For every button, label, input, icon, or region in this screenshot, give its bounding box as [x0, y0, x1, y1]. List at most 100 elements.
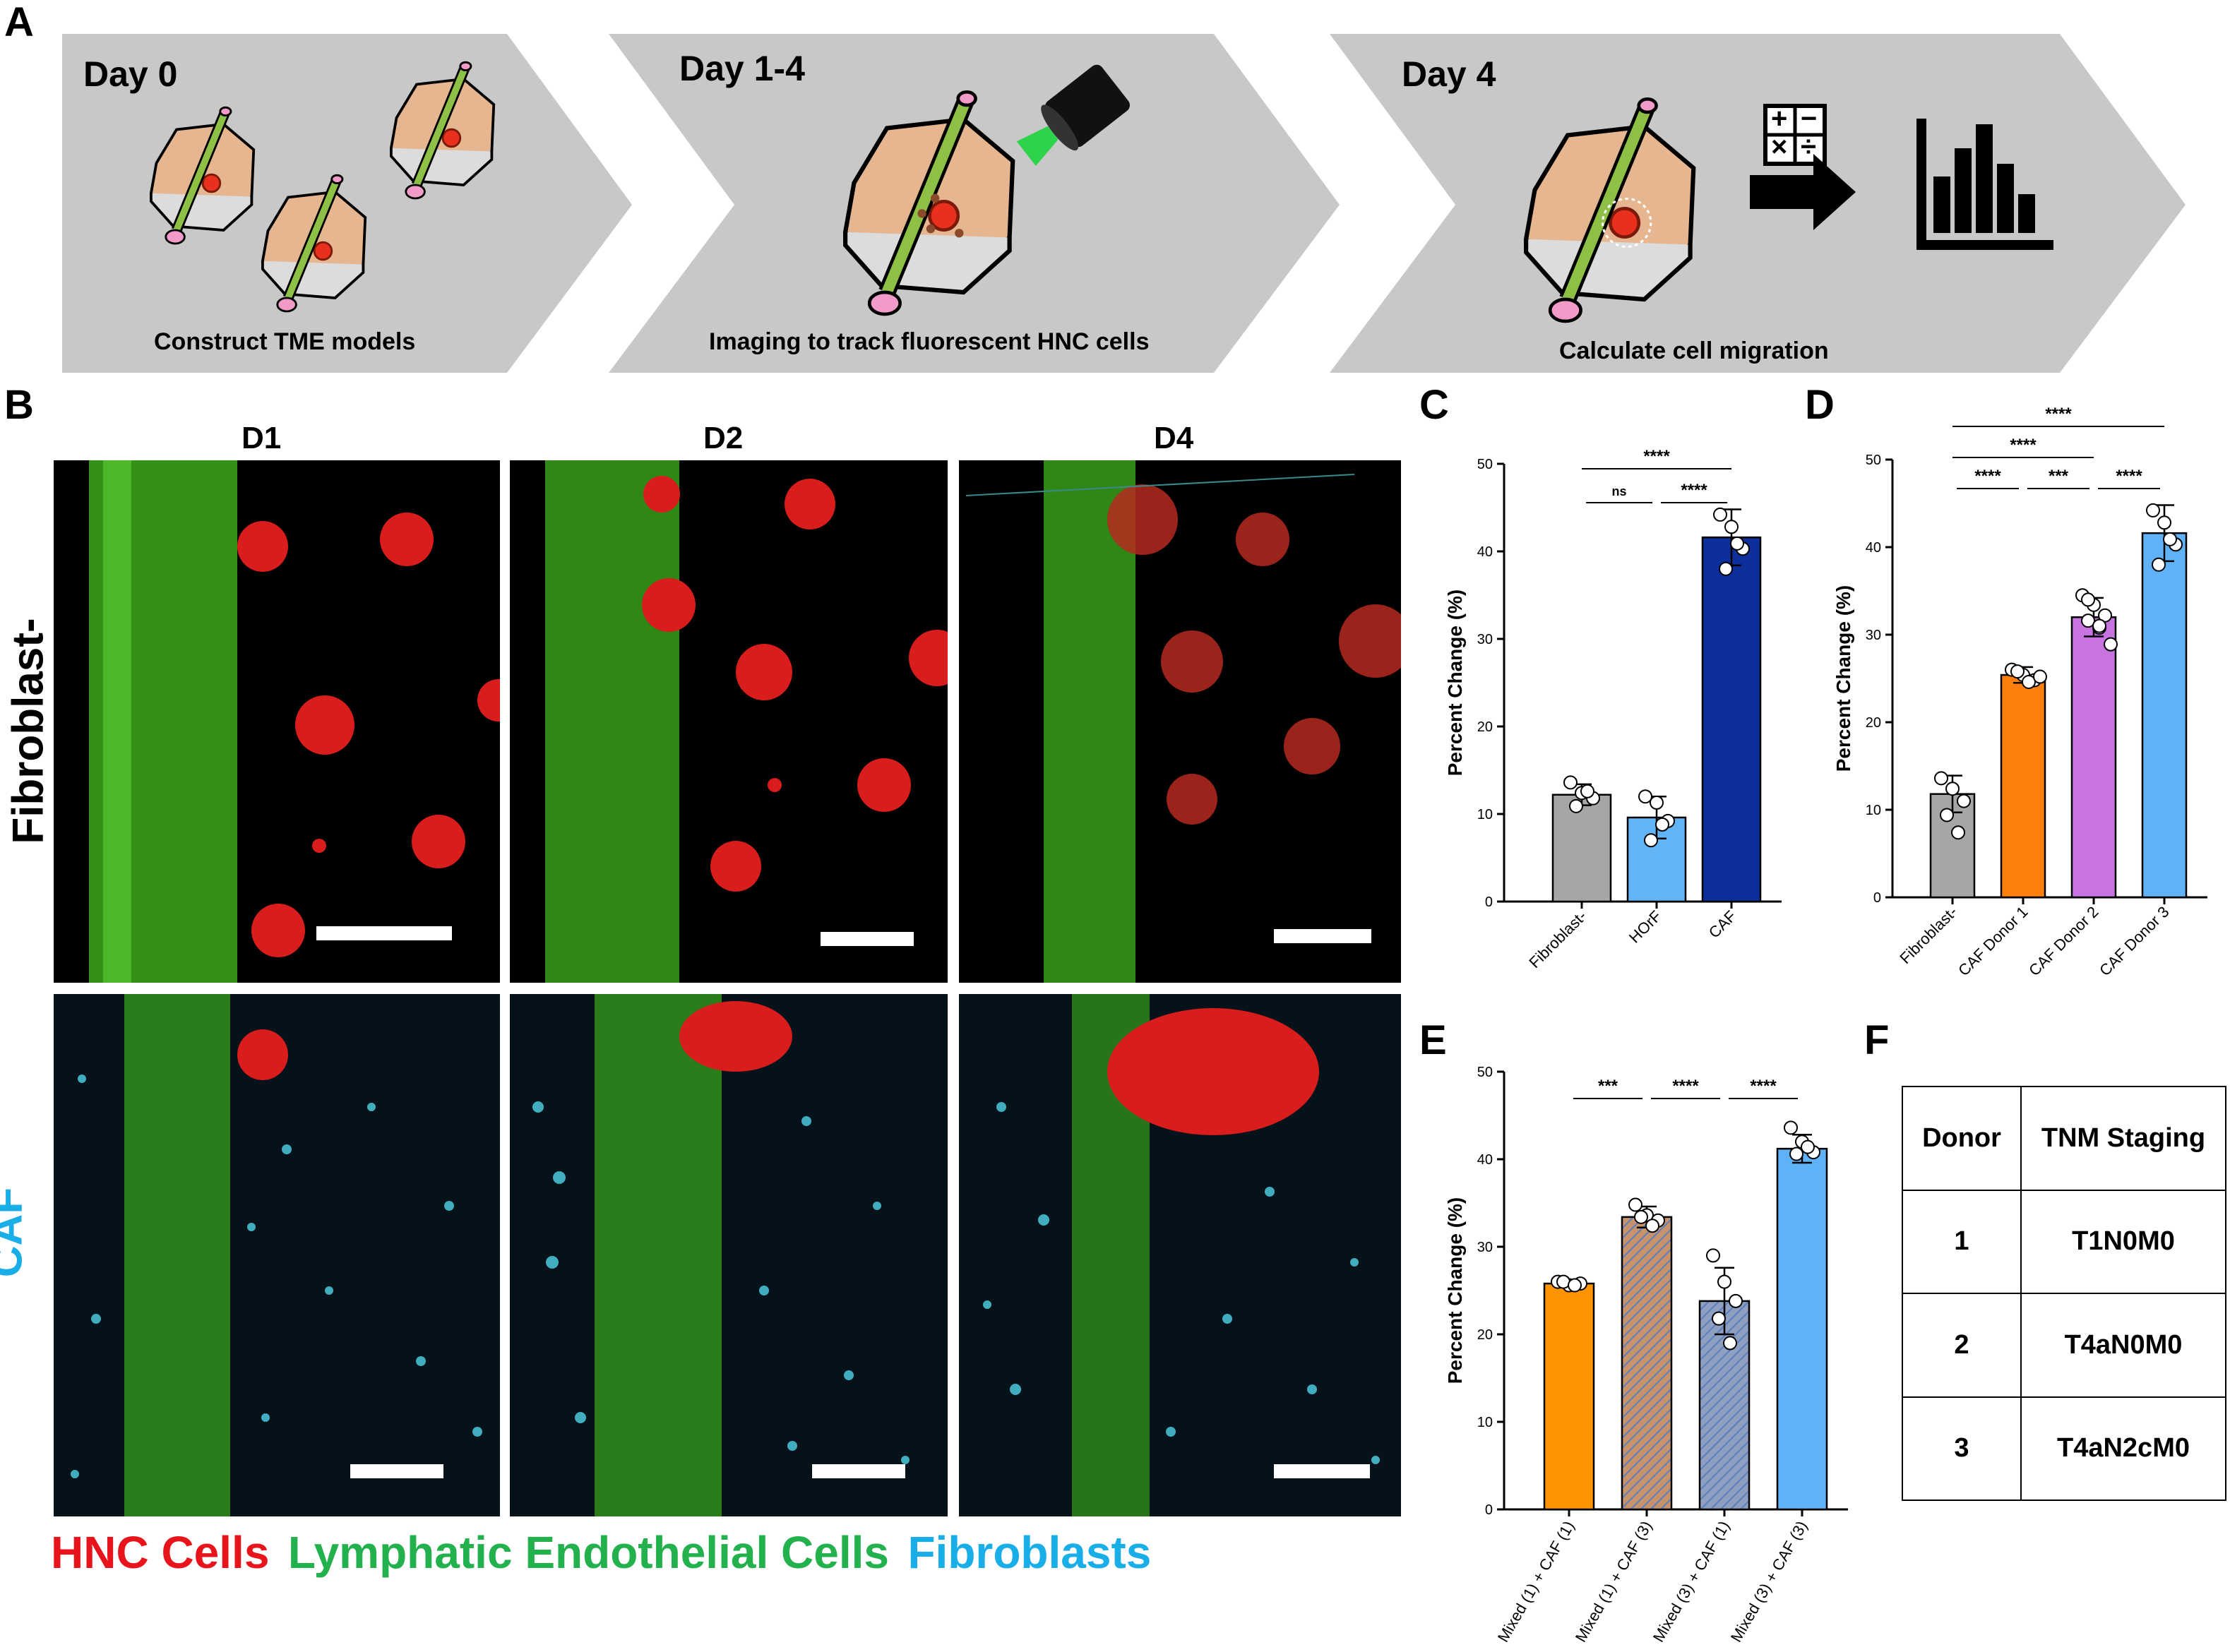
data-point [1784, 1120, 1798, 1135]
y-tick-label: 50 [1866, 453, 1881, 468]
x-tick-label: HOrF [1626, 907, 1665, 947]
data-point [2022, 674, 2036, 689]
data-point [1634, 1209, 1648, 1224]
data-point [2092, 618, 2106, 633]
timeline-step-1-caption: Construct TME models [154, 328, 416, 355]
device-icon-1 [151, 107, 254, 244]
bar [2070, 616, 2117, 899]
y-axis-label: Percent Change (%) [1832, 585, 1854, 772]
device-icon-3 [391, 62, 494, 198]
data-point [2146, 503, 2160, 517]
y-tick-label: 30 [1477, 1240, 1493, 1255]
row-label-caf: CAF [0, 1187, 32, 1278]
chart-panel-c: 0 10 20 30 40 50 Percent Change (%) Fibroblast-… [1444, 447, 1782, 971]
data-point [1719, 561, 1733, 576]
significance-label: **** [1974, 467, 2001, 486]
data-point [1645, 1219, 1659, 1233]
calc-minus: − [1801, 103, 1818, 134]
y-tick-label: 20 [1477, 1327, 1493, 1343]
data-point [1638, 789, 1652, 804]
data-point [2010, 664, 2025, 679]
table-row: 2 T4aN0M0 [1902, 1293, 2226, 1398]
data-point [1789, 1147, 1803, 1161]
device-icon-5 [1526, 99, 1693, 321]
y-tick-label: 40 [1866, 540, 1881, 556]
data-point [2081, 592, 2095, 607]
table-cell-stage: T4aN0M0 [2020, 1293, 2226, 1398]
data-point [2104, 637, 2118, 652]
calc-times: × [1771, 131, 1788, 162]
micro-image-caf-d2 [510, 994, 948, 1516]
y-tick-label: 50 [1477, 457, 1493, 472]
data-point [1729, 1293, 1743, 1308]
data-point [1706, 1248, 1720, 1263]
table-header-tnm-staging: TNM Staging [2020, 1086, 2226, 1191]
calculator-icon [1763, 104, 1827, 166]
calc-divide: ÷ [1801, 131, 1816, 162]
microscope-camera-icon [1016, 64, 1130, 167]
bar-chart-icon [1916, 119, 2053, 250]
data-point [1940, 808, 1954, 822]
y-tick-label: 50 [1477, 1065, 1493, 1080]
y-tick-label: 10 [1477, 807, 1493, 822]
scale-bar [821, 932, 914, 946]
y-tick-label: 20 [1477, 719, 1493, 735]
data-point [1713, 507, 1727, 522]
calc-plus: + [1771, 103, 1788, 134]
y-tick-label: 40 [1477, 544, 1493, 560]
timeline-illustrations [0, 0, 2053, 381]
data-point [2152, 557, 2166, 572]
bar [1543, 1282, 1595, 1511]
x-tick-label: CAF Donor 2 [2025, 903, 2101, 979]
micro-image-caf-d1 [54, 994, 500, 1516]
y-tick-label: 30 [1477, 632, 1493, 647]
data-point [1655, 817, 1669, 832]
column-header-d4: D4 [1154, 421, 1194, 455]
y-tick-label: 10 [1866, 803, 1881, 818]
data-point [1717, 1274, 1731, 1289]
data-point [1712, 1311, 1726, 1326]
data-point [1580, 784, 1594, 798]
data-point [2033, 669, 2047, 684]
data-point [1650, 795, 1664, 810]
column-header-d2: D2 [703, 421, 744, 455]
column-header-d1: D1 [242, 421, 282, 455]
legend-lymphatic-endothelial-cells: Lymphatic Endothelial Cells [287, 1527, 889, 1578]
data-point [1730, 536, 1744, 551]
data-point [1563, 775, 1578, 790]
row-label-fibroblast-minus: Fibroblast- [4, 618, 53, 844]
data-point [1957, 794, 1971, 808]
data-point [1644, 833, 1658, 848]
y-tick-label: 10 [1477, 1415, 1493, 1430]
data-point [1723, 1336, 1737, 1351]
x-tick-label: CAF Donor 3 [2096, 903, 2172, 979]
micro-image-fibroblast-d2 [510, 460, 948, 983]
data-point [1628, 1197, 1642, 1212]
arrow-right-icon [1750, 154, 1856, 230]
y-tick-label: 0 [1873, 890, 1881, 906]
scale-bar [812, 1464, 905, 1478]
data-point [2081, 613, 2095, 628]
y-tick-label: 30 [1866, 628, 1881, 643]
bar [1621, 1216, 1673, 1511]
table-cell-donor: 1 [1902, 1189, 2022, 1294]
significance-label: **** [1750, 1077, 1777, 1096]
timeline-step-2-title: Day 1-4 [679, 49, 805, 88]
x-tick-label: Fibroblast- [1525, 907, 1590, 971]
significance-label: *** [1598, 1077, 1618, 1096]
table-row: 3 T4aN2cM0 [1902, 1396, 2226, 1501]
y-axis-label: Percent Change (%) [1444, 1197, 1466, 1384]
x-tick-label: Mixed (3) + CAF (1) [1650, 1518, 1734, 1645]
table-header-donor: Donor [1902, 1086, 2022, 1191]
scale-bar [350, 1464, 443, 1478]
bar [1551, 794, 1612, 903]
x-tick-label: CAF Donor 1 [1955, 903, 2031, 979]
x-tick-label: Mixed (1) + CAF (1) [1494, 1518, 1578, 1645]
x-tick-label: CAF [1705, 907, 1740, 942]
legend-hnc-cells: HNC Cells [51, 1527, 270, 1578]
microscopy-legend: HNC Cells Lymphatic Endothelial Cells Fi… [51, 1526, 1151, 1579]
data-point [1934, 771, 1948, 786]
table-row: 1 T1N0M0 [1902, 1189, 2226, 1294]
timeline-step-1-title: Day 0 [83, 54, 178, 94]
significance-label: **** [2045, 405, 2072, 424]
